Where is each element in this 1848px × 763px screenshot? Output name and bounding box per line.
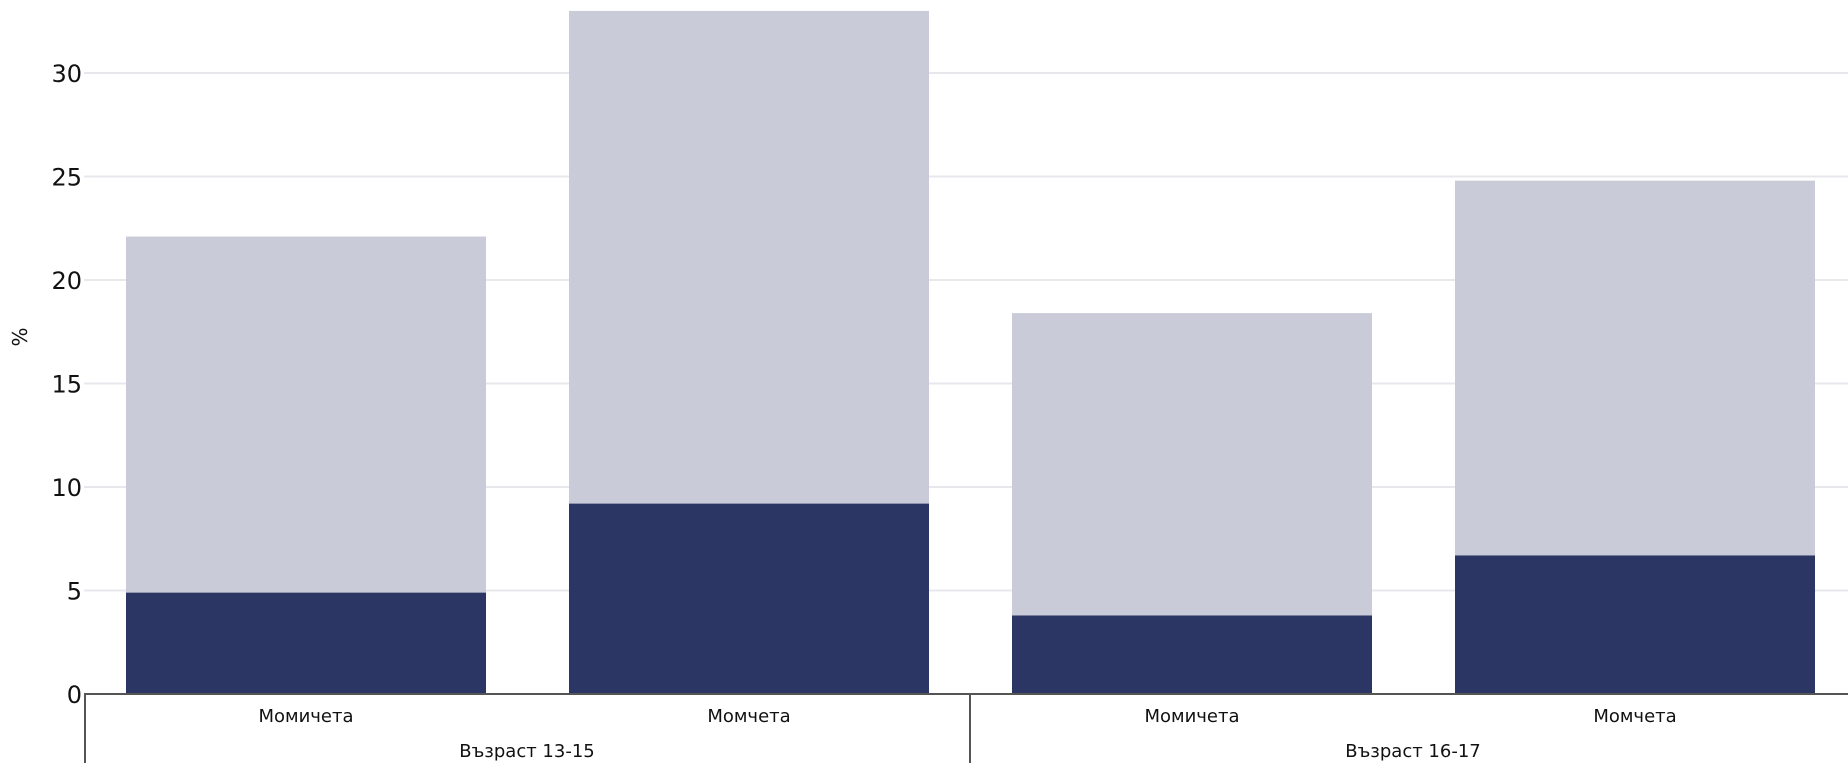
y-tick-label: 10 [51, 474, 82, 502]
y-tick-label: 15 [51, 371, 82, 399]
bar-segment-2 [1012, 313, 1372, 616]
bar-segment-1 [1012, 615, 1372, 694]
y-axis-title: % [8, 327, 32, 346]
bar-segment-2 [1455, 180, 1815, 556]
x-tick-label: Момчета [707, 706, 790, 727]
bar-segment-1 [126, 592, 486, 694]
group-label: Възраст 16-17 [1345, 741, 1481, 762]
bars [126, 10, 1815, 694]
group-label: Възраст 13-15 [459, 741, 595, 762]
y-tick-label: 0 [67, 681, 82, 709]
y-tick-label: 25 [51, 164, 82, 192]
bar-segment-2 [569, 10, 929, 504]
x-tick-label: Момичета [1144, 706, 1239, 727]
bar-segment-1 [569, 503, 929, 694]
bar-segment-2 [126, 236, 486, 593]
x-tick-label: Момчета [1593, 706, 1676, 727]
labels: 0 5 10 15 20 25 30 Момичета Момчета Момичета Момче… [51, 60, 1676, 762]
x-tick-label: Момичета [258, 706, 353, 727]
y-tick-label: 5 [67, 578, 82, 606]
axes [84, 693, 1848, 763]
bar-segment-1 [1455, 555, 1815, 694]
y-tick-label: 20 [51, 267, 82, 295]
y-tick-label: 30 [51, 60, 82, 88]
